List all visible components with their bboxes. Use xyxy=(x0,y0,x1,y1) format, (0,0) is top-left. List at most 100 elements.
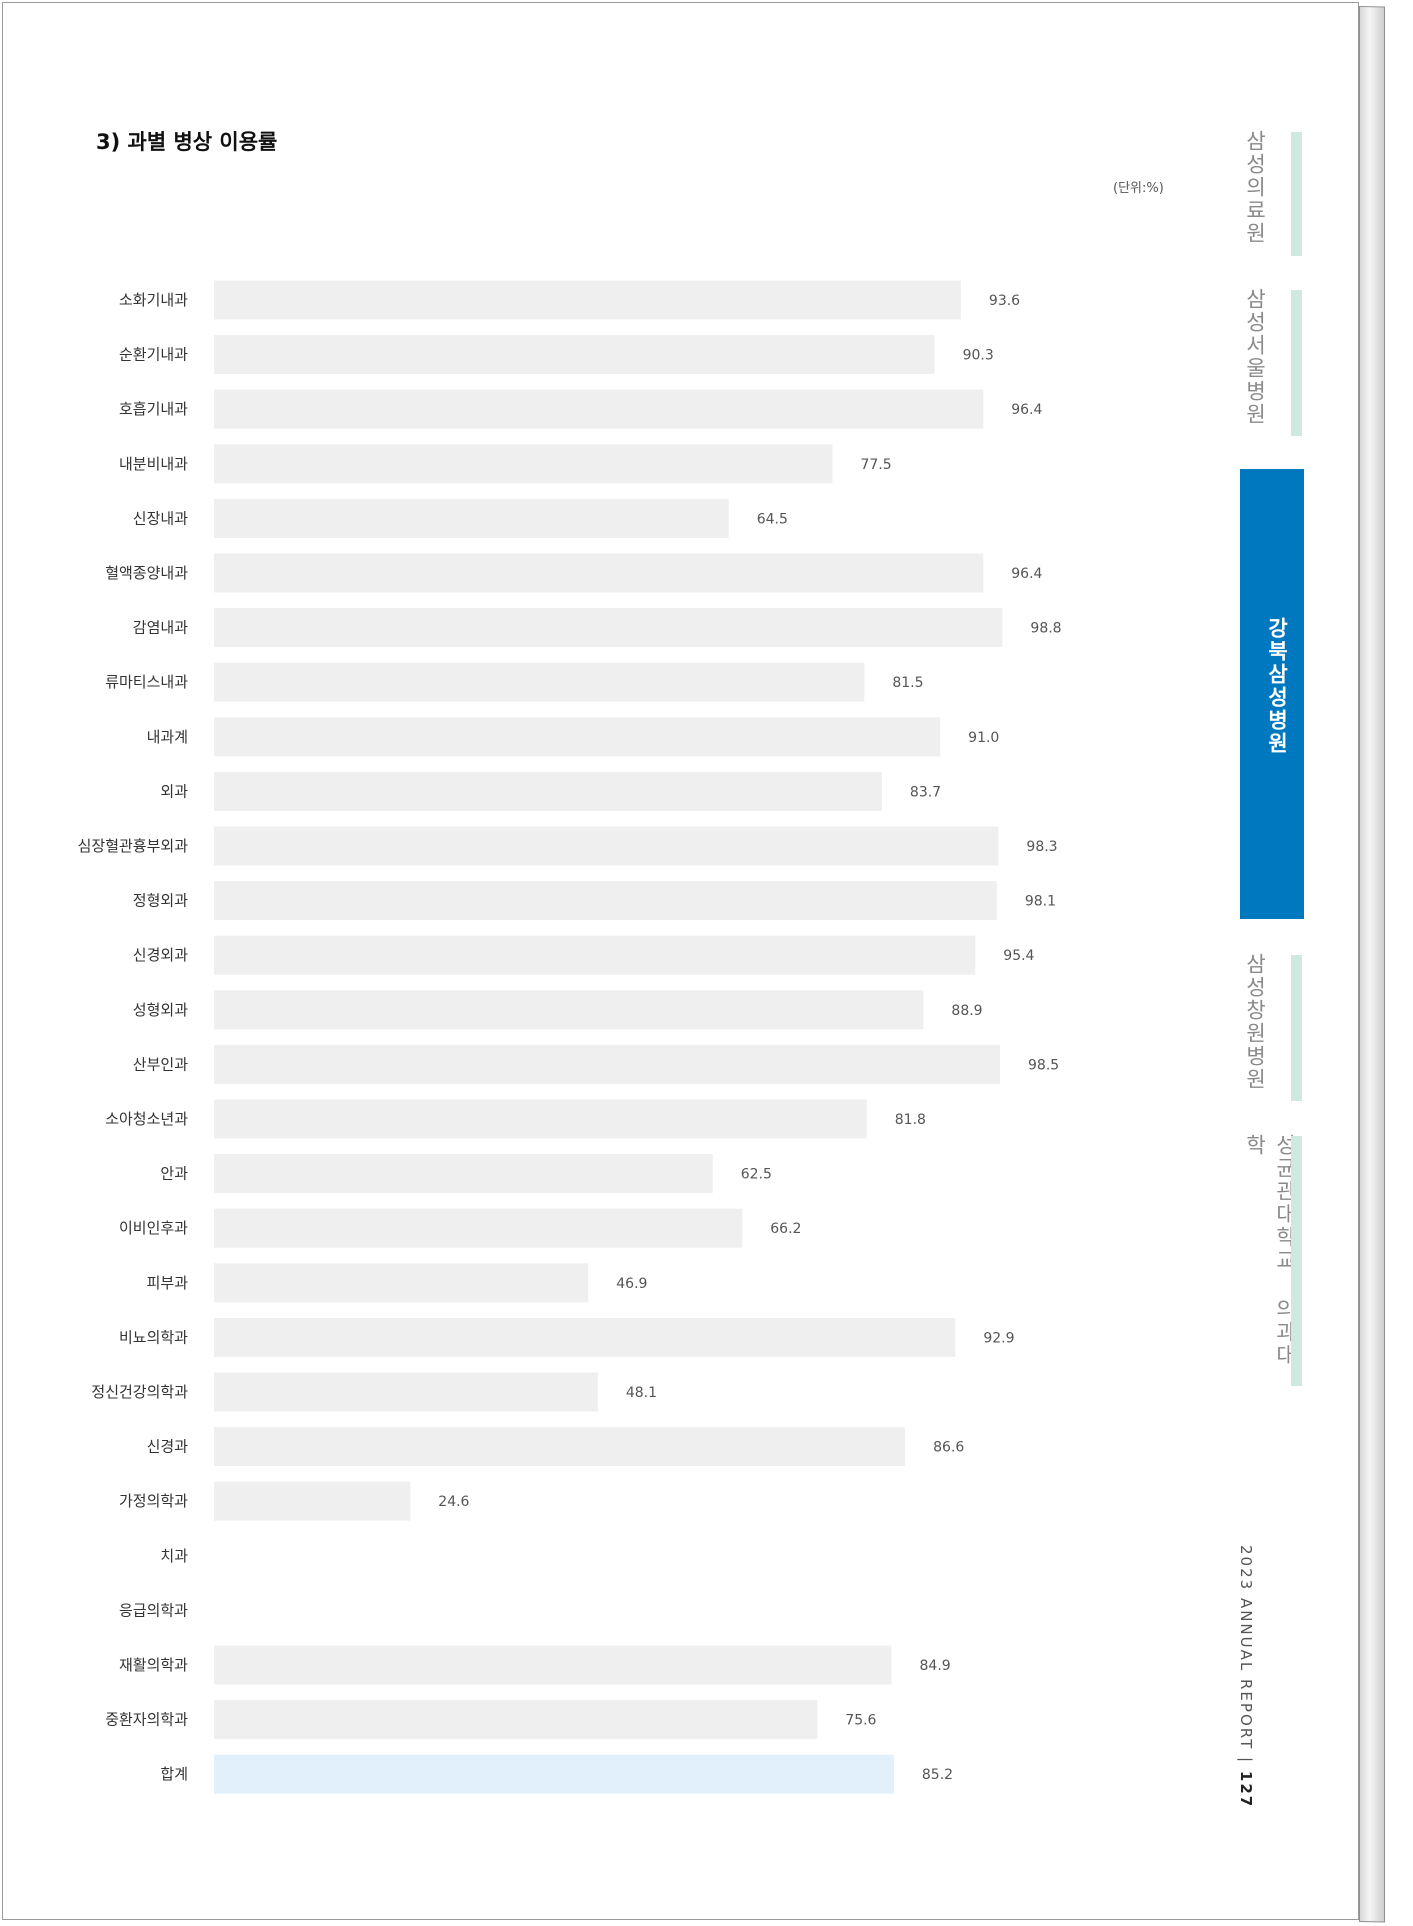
side-tab-kangbuk-samsung-hospital[interactable]: 강북삼성병원 xyxy=(1240,469,1304,919)
side-tab-indicator xyxy=(1291,290,1302,436)
category-label: 신경외과 xyxy=(133,946,188,964)
value-label: 95.4 xyxy=(1003,948,1034,964)
category-label: 내과계 xyxy=(147,728,188,746)
side-tab-samsung-changwon-hospital[interactable]: 삼성창원병원 xyxy=(1240,953,1302,1103)
value-label: 98.5 xyxy=(1028,1057,1059,1073)
value-label: 24.6 xyxy=(438,1494,469,1510)
value-label: 81.5 xyxy=(892,675,923,691)
category-label: 중환자의학과 xyxy=(105,1711,188,1729)
category-label: 순환기내과 xyxy=(119,346,188,364)
value-label: 92.9 xyxy=(983,1330,1014,1346)
bar xyxy=(214,1044,1001,1084)
bar xyxy=(214,1208,743,1248)
side-tab-label: 삼성의료원 xyxy=(1243,130,1267,245)
category-label: 내분비내과 xyxy=(119,455,188,473)
category-label: 성형외과 xyxy=(133,1001,188,1019)
category-label: 소화기내과 xyxy=(119,291,188,309)
value-label: 98.1 xyxy=(1025,894,1056,910)
bar xyxy=(214,1427,906,1467)
side-tabs: 삼성의료원 삼성서울병원 강북삼성병원 삼성창원병원 성균관대학교 의과대학 xyxy=(1240,0,1350,1926)
report-name: 2023 ANNUAL REPORT xyxy=(1237,1545,1255,1751)
value-label: 48.1 xyxy=(626,1385,657,1401)
side-tab-skku-school-of-medicine[interactable]: 성균관대학교 의과대학 xyxy=(1240,1134,1302,1389)
bar xyxy=(214,990,924,1030)
category-label: 호흡기내과 xyxy=(119,400,188,418)
side-tab-indicator xyxy=(1291,1136,1302,1386)
bar xyxy=(214,1372,598,1412)
value-label: 66.2 xyxy=(770,1221,801,1237)
bar xyxy=(214,881,997,921)
value-label: 85.2 xyxy=(922,1767,953,1783)
category-label: 가정의학과 xyxy=(119,1492,188,1510)
value-label: 46.9 xyxy=(616,1276,647,1292)
category-label: 산부인과 xyxy=(133,1055,188,1073)
total-bar xyxy=(214,1754,894,1794)
value-label: 84.9 xyxy=(920,1658,951,1674)
value-label: 96.4 xyxy=(1011,566,1042,582)
bar xyxy=(214,1700,818,1740)
category-label: 치과 xyxy=(160,1547,188,1565)
bar xyxy=(214,1154,713,1194)
category-label: 감염내과 xyxy=(133,619,188,637)
value-label: 75.6 xyxy=(845,1713,876,1729)
category-label: 정형외과 xyxy=(133,892,188,910)
bar xyxy=(214,935,976,975)
value-label: 98.3 xyxy=(1026,839,1057,855)
category-label: 신장내과 xyxy=(133,509,188,527)
side-tab-indicator xyxy=(1291,132,1302,256)
bar xyxy=(214,1263,589,1303)
side-tab-label: 삼성서울병원 xyxy=(1243,288,1267,426)
category-label: 정신건강의학과 xyxy=(91,1383,188,1401)
category-label: 비뇨의학과 xyxy=(119,1328,188,1346)
bar xyxy=(214,280,961,320)
category-label: 응급의학과 xyxy=(119,1601,188,1619)
value-label: 81.8 xyxy=(895,1112,926,1128)
value-label: 90.3 xyxy=(963,348,994,364)
category-label: 안과 xyxy=(160,1165,188,1183)
bed-occupancy-bar-chart: 소화기내과 93.6 순환기내과 90.3 호흡기내과 96.4 내분비내과 77.5 신장내과… xyxy=(78,280,1062,1794)
bar xyxy=(214,498,729,538)
value-label: 96.4 xyxy=(1011,402,1042,418)
page-edge xyxy=(1359,6,1385,1923)
side-tab-samsung-medical-center[interactable]: 삼성의료원 xyxy=(1240,130,1302,260)
category-label: 재활의학과 xyxy=(119,1656,188,1674)
value-label: 83.7 xyxy=(910,784,941,800)
active-tab-background xyxy=(1240,469,1304,919)
value-label: 64.5 xyxy=(757,511,788,527)
bar xyxy=(214,444,833,484)
bar xyxy=(214,662,865,702)
value-label: 77.5 xyxy=(860,457,891,473)
bar xyxy=(214,717,941,757)
bar xyxy=(214,608,1003,648)
bar xyxy=(214,1099,867,1139)
bar xyxy=(214,771,882,811)
category-label: 외과 xyxy=(160,782,188,800)
bar xyxy=(214,553,984,593)
value-label: 86.6 xyxy=(933,1440,964,1456)
value-label: 93.6 xyxy=(989,293,1020,309)
footer-separator: | xyxy=(1237,1757,1255,1765)
value-label: 98.8 xyxy=(1030,621,1061,637)
bar xyxy=(214,826,999,866)
side-tab-label: 삼성창원병원 xyxy=(1243,953,1267,1091)
category-label: 이비인후과 xyxy=(119,1219,188,1237)
value-label: 88.9 xyxy=(951,1003,982,1019)
side-tab-label: 강북삼성병원 xyxy=(1265,617,1289,755)
category-label: 신경과 xyxy=(147,1438,189,1456)
category-label: 혈액종양내과 xyxy=(105,564,188,582)
category-label: 심장혈관흉부외과 xyxy=(78,837,189,855)
unit-label: (단위:%) xyxy=(1113,181,1164,196)
side-tab-indicator xyxy=(1291,955,1302,1101)
side-tab-samsung-seoul-hospital[interactable]: 삼성서울병원 xyxy=(1240,288,1302,440)
bar xyxy=(214,1481,411,1521)
category-label: 피부과 xyxy=(147,1274,189,1292)
bar xyxy=(214,335,935,375)
bar xyxy=(214,389,984,429)
category-label: 소아청소년과 xyxy=(105,1110,188,1128)
value-label: 62.5 xyxy=(741,1167,772,1183)
report-footer: 2023 ANNUAL REPORT | 127 xyxy=(1237,1545,1255,1808)
page-number: 127 xyxy=(1237,1770,1255,1809)
section-title: 3) 과별 병상 이용률 xyxy=(96,130,278,154)
value-label: 91.0 xyxy=(968,730,999,746)
bar xyxy=(214,1317,956,1357)
